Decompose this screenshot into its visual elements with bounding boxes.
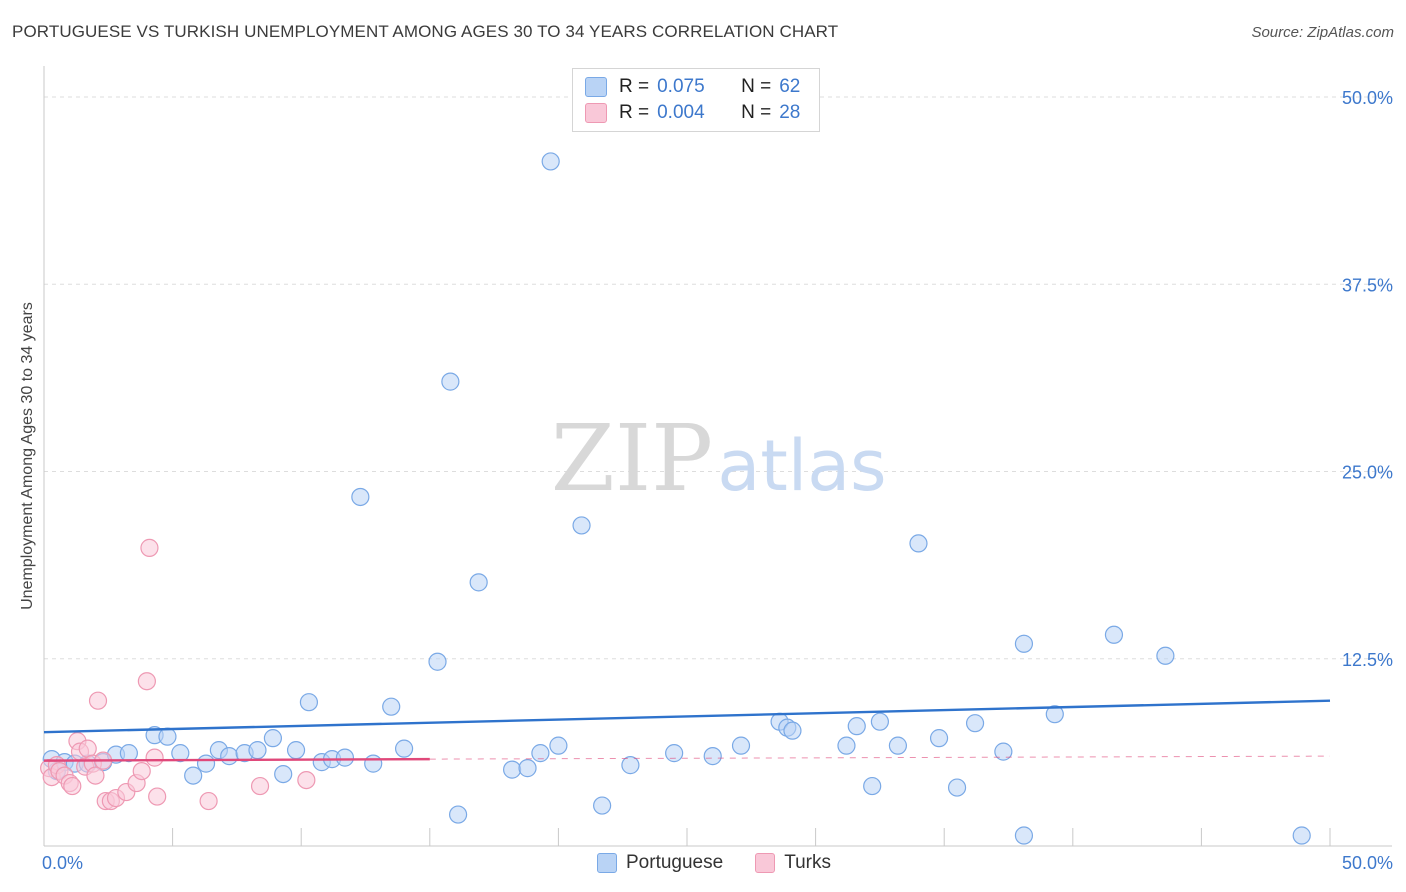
turks-trend-line bbox=[43, 757, 430, 762]
scatter-points bbox=[40, 152, 1311, 845]
trend-lines bbox=[43, 699, 1331, 762]
portuguese-point bbox=[994, 742, 1013, 761]
turks-point bbox=[86, 766, 105, 785]
portuguese-swatch bbox=[585, 77, 607, 97]
legend-row-turks: R = 0.004 N = 28 bbox=[585, 101, 800, 125]
portuguese-point bbox=[593, 796, 612, 815]
turks-point bbox=[297, 770, 316, 790]
portuguese-point bbox=[364, 754, 383, 773]
portuguese-swatch bbox=[597, 853, 617, 873]
r-value: 0.004 bbox=[657, 102, 705, 123]
gridlines bbox=[44, 96, 1392, 660]
portuguese-point bbox=[248, 741, 267, 760]
portuguese-point bbox=[263, 729, 283, 748]
portuguese-point bbox=[1104, 625, 1124, 644]
turks-point bbox=[145, 748, 164, 767]
portuguese-point bbox=[965, 714, 985, 733]
portuguese-point bbox=[441, 372, 460, 391]
turks-point bbox=[132, 761, 151, 781]
portuguese-point bbox=[274, 764, 293, 784]
n-label: N = bbox=[741, 76, 772, 97]
legend-row-portuguese: R = 0.075 N = 62 bbox=[585, 75, 800, 99]
turks-swatch bbox=[755, 853, 776, 873]
r-value: 0.075 bbox=[657, 76, 705, 97]
portuguese-point bbox=[531, 744, 550, 763]
turks-point bbox=[140, 538, 159, 557]
portuguese-point bbox=[286, 741, 306, 760]
portuguese-point bbox=[299, 693, 319, 712]
r-label: R = bbox=[619, 102, 650, 123]
turks-point bbox=[250, 776, 270, 796]
legend-label-turks: Turks bbox=[784, 852, 831, 873]
portuguese-point bbox=[184, 766, 203, 785]
watermark-atlas: atlas bbox=[717, 425, 886, 507]
y-tick-label: 12.5% bbox=[1342, 650, 1393, 670]
portuguese-point bbox=[1292, 826, 1311, 845]
portuguese-point bbox=[909, 534, 928, 553]
portuguese-point bbox=[837, 736, 856, 755]
portuguese-point bbox=[572, 516, 591, 535]
portuguese-point bbox=[394, 739, 414, 758]
portuguese-point bbox=[428, 652, 447, 671]
series-legend: Portuguese Turks bbox=[597, 852, 863, 874]
portuguese-point bbox=[1156, 646, 1175, 665]
legend-item-portuguese[interactable]: Portuguese bbox=[597, 852, 723, 874]
y-tick-label: 25.0% bbox=[1342, 463, 1393, 483]
correlation-legend: R = 0.075 N = 62 R = 0.004 N = 28 bbox=[572, 68, 820, 132]
portuguese-point bbox=[382, 697, 401, 716]
portuguese-point bbox=[847, 717, 866, 736]
portuguese-point bbox=[518, 759, 537, 778]
watermark-zip: ZIP bbox=[551, 405, 713, 512]
portuguese-trend-line bbox=[43, 699, 1331, 734]
n-value: 62 bbox=[779, 76, 801, 97]
axes bbox=[43, 66, 1392, 847]
chart-title: PORTUGUESE VS TURKISH UNEMPLOYMENT AMONG… bbox=[12, 22, 839, 41]
portuguese-point bbox=[503, 760, 522, 779]
portuguese-point bbox=[783, 721, 802, 740]
n-value: 28 bbox=[779, 102, 801, 123]
portuguese-point bbox=[220, 747, 239, 766]
portuguese-point bbox=[621, 756, 640, 775]
y-tick-label: 50.0% bbox=[1342, 88, 1393, 108]
n-label: N = bbox=[741, 102, 772, 123]
legend-item-turks[interactable]: Turks bbox=[755, 852, 831, 874]
portuguese-point bbox=[1045, 705, 1064, 724]
portuguese-point bbox=[863, 776, 882, 796]
portuguese-point bbox=[171, 744, 190, 763]
turks-swatch bbox=[585, 103, 607, 123]
portuguese-point bbox=[731, 736, 751, 755]
portuguese-point bbox=[929, 729, 949, 748]
portuguese-point bbox=[1014, 634, 1034, 653]
portuguese-point bbox=[448, 805, 468, 824]
portuguese-point bbox=[870, 712, 890, 731]
turks-point bbox=[148, 787, 167, 806]
turks-trend-extension bbox=[429, 755, 1331, 760]
portuguese-point bbox=[549, 736, 568, 755]
turks-point bbox=[88, 691, 108, 710]
portuguese-point bbox=[196, 754, 216, 773]
portuguese-point bbox=[158, 727, 177, 746]
x-tick-label: 50.0% bbox=[1342, 853, 1393, 873]
portuguese-point bbox=[119, 744, 138, 763]
legend-label-portuguese: Portuguese bbox=[626, 852, 724, 873]
portuguese-point bbox=[469, 573, 488, 592]
tick-labels: 12.5% 25.0% 37.5% 50.0% 0.0% 50.0% bbox=[42, 88, 1393, 873]
portuguese-point bbox=[1014, 826, 1034, 845]
turks-point bbox=[137, 672, 156, 691]
portuguese-point bbox=[665, 744, 684, 763]
source-label: Source: ZipAtlas.com bbox=[1251, 24, 1394, 41]
portuguese-point bbox=[351, 487, 370, 507]
portuguese-point bbox=[888, 736, 908, 755]
portuguese-point bbox=[947, 778, 967, 797]
turks-point bbox=[63, 776, 82, 796]
portuguese-point bbox=[335, 748, 355, 767]
y-tick-label: 37.5% bbox=[1342, 275, 1393, 295]
portuguese-point bbox=[541, 152, 560, 171]
r-label: R = bbox=[619, 76, 650, 97]
x-tick-label: 0.0% bbox=[42, 853, 83, 873]
portuguese-point bbox=[703, 747, 722, 766]
turks-point bbox=[199, 791, 218, 811]
